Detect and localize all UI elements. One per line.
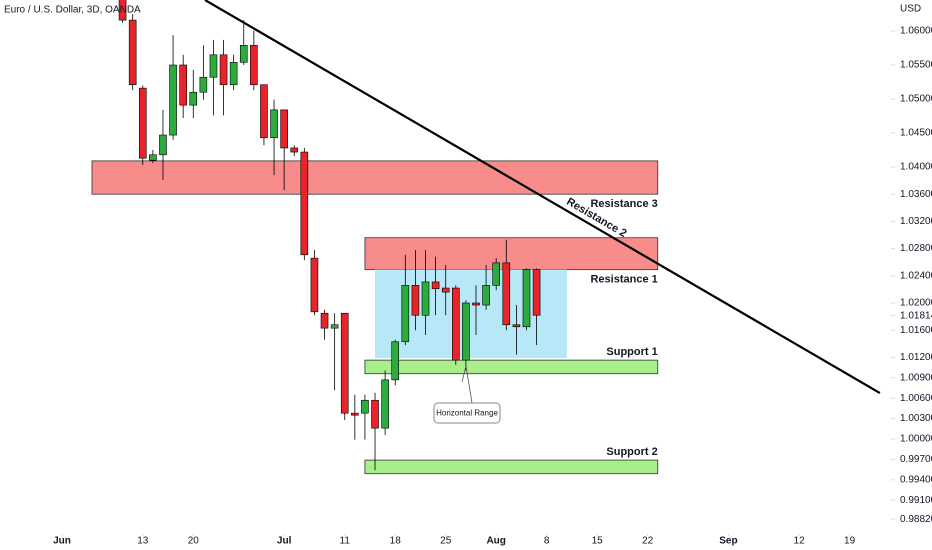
candle-body bbox=[371, 399, 379, 429]
x-tick-label: Jun bbox=[53, 536, 71, 547]
candle-body bbox=[482, 285, 490, 306]
candle-body bbox=[229, 61, 238, 86]
y-tick-label: 1.06000 bbox=[900, 26, 932, 37]
currency-label: USD bbox=[900, 4, 921, 15]
candle-body bbox=[199, 76, 208, 93]
candle-body bbox=[351, 412, 359, 416]
x-tick-label: 20 bbox=[188, 536, 200, 547]
y-tick-label: 1.01600 bbox=[900, 325, 932, 336]
x-tick-label: 22 bbox=[642, 536, 654, 547]
callout-box bbox=[433, 402, 501, 424]
candle-body bbox=[512, 324, 521, 328]
candle-body bbox=[411, 285, 420, 316]
y-tick-label: 1.04500 bbox=[900, 128, 932, 139]
x-tick-label: Aug bbox=[486, 536, 505, 547]
candle-body bbox=[118, 0, 127, 21]
y-tick-label: 1.05000 bbox=[900, 94, 932, 105]
zone bbox=[364, 359, 659, 375]
plot-area bbox=[91, 0, 881, 475]
y-tick-label: 1.00600 bbox=[900, 393, 932, 404]
callout-pointer bbox=[465, 365, 473, 404]
candle-body bbox=[502, 262, 511, 326]
candle-body bbox=[421, 281, 430, 316]
x-tick-label: 8 bbox=[544, 536, 550, 547]
zone-label: Support 2 bbox=[606, 446, 657, 458]
y-tick-label: 1.03200 bbox=[900, 216, 932, 227]
candle-body bbox=[239, 44, 248, 63]
candle-body bbox=[179, 64, 187, 106]
candle-body bbox=[452, 287, 460, 361]
trendline bbox=[204, 0, 881, 394]
chart-title: Euro / U.S. Dollar, 3D, OANDA bbox=[4, 5, 141, 16]
candle-body bbox=[159, 134, 167, 156]
y-tick-label: 0.98820 bbox=[900, 514, 932, 525]
y-tick-label: 1.04000 bbox=[900, 162, 932, 173]
zone-label: Support 1 bbox=[606, 346, 657, 358]
y-tick-label: 1.01200 bbox=[900, 352, 932, 363]
x-tick-label: Sep bbox=[719, 536, 737, 547]
zone-label: Resistance 1 bbox=[590, 274, 657, 286]
candle-body bbox=[431, 281, 440, 290]
y-tick-label: 1.02800 bbox=[900, 243, 932, 254]
candle-body bbox=[361, 399, 369, 414]
callout: Horizontal Range bbox=[433, 365, 501, 424]
x-tick-label: 12 bbox=[794, 536, 806, 547]
candle-body bbox=[280, 109, 288, 149]
candle-body bbox=[260, 84, 268, 139]
y-tick-label: 1.03600 bbox=[900, 189, 932, 200]
x-tick-label: 18 bbox=[390, 536, 402, 547]
candle-body bbox=[250, 44, 258, 86]
x-tick-label: 15 bbox=[592, 536, 604, 547]
y-tick-label: 1.05500 bbox=[900, 60, 932, 71]
x-tick-label: 19 bbox=[844, 536, 856, 547]
x-tick-label: 13 bbox=[137, 536, 149, 547]
candle-body bbox=[441, 287, 450, 293]
x-tick-label: 11 bbox=[340, 536, 351, 547]
candle-body bbox=[209, 54, 218, 78]
candle-body bbox=[300, 151, 309, 256]
candle-body bbox=[138, 87, 147, 159]
candle-body bbox=[270, 109, 278, 139]
y-tick-label: 1.00300 bbox=[900, 413, 932, 424]
y-tick-label: 1.01814 bbox=[900, 310, 932, 321]
y-tick-label: 1.02400 bbox=[900, 270, 932, 281]
zone bbox=[364, 459, 659, 475]
candle-body bbox=[330, 324, 339, 329]
candle-body bbox=[340, 312, 349, 414]
zone bbox=[91, 160, 659, 195]
candle-body bbox=[492, 262, 500, 286]
x-tick-label: 25 bbox=[440, 536, 452, 547]
x-tick-label: Jul bbox=[277, 536, 292, 547]
candle-body bbox=[310, 257, 319, 313]
candle-body bbox=[128, 19, 137, 86]
callout-label: Horizontal Range bbox=[436, 409, 498, 418]
candle-body bbox=[189, 91, 198, 106]
callout-pointer bbox=[461, 365, 467, 383]
candle-body bbox=[290, 147, 299, 153]
y-tick-label: 1.00900 bbox=[900, 372, 932, 383]
candle-body bbox=[472, 302, 480, 306]
candle-body bbox=[320, 312, 329, 329]
candle-body bbox=[462, 302, 470, 361]
candle-body bbox=[219, 54, 228, 86]
candle-body bbox=[391, 341, 400, 381]
candle-body bbox=[169, 64, 177, 136]
candle-body bbox=[149, 154, 157, 161]
candle-body bbox=[381, 379, 389, 429]
candle-body bbox=[401, 285, 410, 343]
candle-body bbox=[522, 269, 531, 328]
zone-label: Resistance 3 bbox=[590, 198, 657, 210]
zone bbox=[364, 237, 659, 271]
candle-body bbox=[532, 269, 541, 316]
y-tick-label: 1.02000 bbox=[900, 298, 932, 309]
